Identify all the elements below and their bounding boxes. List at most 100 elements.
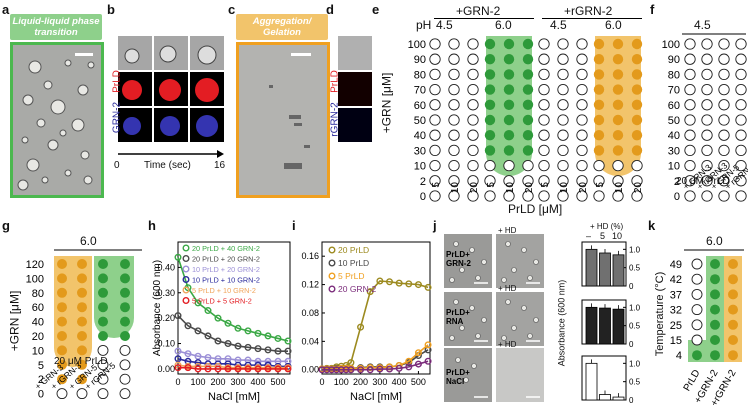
phase-dot-empty [467,190,479,202]
phase-dot-empty [718,114,730,126]
phase-dot-empty [557,68,569,81]
e-xtick: 10 [505,182,516,194]
phase-dot-filled [484,54,496,65]
phase-dot-filled [484,99,496,111]
ytick-label: 0 [629,282,634,291]
legend-label: 10 PrLD [338,258,369,268]
phase-dot-filled [728,319,738,330]
legend-marker [182,286,190,294]
data-point [204,353,212,361]
legend-marker [328,259,336,267]
phase-dot-empty [557,83,569,96]
j-hd-5: 5 [600,231,606,241]
xtick-label: 100 [190,377,205,387]
phase-dot-filled [98,316,108,327]
phase-dot-filled [57,273,67,284]
droplet [475,333,481,339]
phase-dot-empty [701,144,713,157]
phase-dot-empty [557,159,569,172]
phase-dot-empty [467,129,479,141]
phase-dot-empty [576,175,588,187]
panel-a: Liquid-liquid phase transition [10,14,104,198]
phase-dot-empty [429,68,441,81]
phase-dot-filled [728,350,738,361]
phase-dot-filled [522,145,534,156]
g-ytick: 80 [32,288,44,300]
data-point [318,366,326,374]
panel-f: 4.5 100 90 80 70 60 50 40 30 10 2 0 + GRN-3 + rGRN-3… [656,4,748,216]
fusion-timelapse [118,36,224,158]
phase-dot-empty [97,344,109,356]
phase-dot-empty [631,175,643,187]
phase-dot-filled [710,319,720,330]
ytick-label: 1.0 [629,245,641,254]
phase-dot-filled [120,273,130,284]
phase-dot-empty [467,114,479,126]
phase-dot-empty [684,68,696,81]
phase-dot-filled [98,302,108,313]
data-point [194,365,202,373]
aggregation-banner: Aggregation/ Gelation [236,14,328,40]
data-point [405,363,413,371]
legend-label: 10 PrLD + 10 GRN-2 [192,276,260,285]
phase-dot-empty [701,38,713,50]
phase-dot-empty [593,190,605,202]
data-point [184,350,192,358]
phase-dot-empty [612,190,624,202]
data-point [347,366,355,374]
e-xtick: 10 [450,182,461,194]
phase-dot-empty [429,159,441,172]
data-point [244,327,252,335]
phase-dot-empty [448,159,460,172]
phase-dot-filled [728,335,738,345]
phase-dot-filled [98,331,108,341]
panel-c: Aggregation/ Gelation [236,14,330,198]
i-chart: 0.00 0.04 0.08 0.12 0.16 0 100 200 300 400 500 NaCl… [301,241,432,403]
plot-frame [321,241,431,375]
phase-dot-filled [503,38,515,50]
phase-dot-filled [710,304,720,315]
data-point [264,357,272,365]
k-ytick: 32 [670,305,682,317]
data-point [174,364,182,372]
phase-dot-filled [631,38,643,50]
phase-dot-empty [97,359,109,371]
phase-dot-empty [448,190,460,202]
phase-dot-empty [467,144,479,157]
data-point [405,280,413,288]
ytick-label: 0.40 [157,262,175,272]
phase-dot-filled [503,145,515,156]
ytick-label: 0.04 [301,336,319,346]
droplet [449,277,455,283]
data-point [224,365,232,373]
phase-dot-empty [448,68,460,81]
phase-dot-empty [538,99,550,111]
phase-dot-empty [503,175,515,187]
phase-dot-empty [593,175,605,187]
e-xtick: 10 [614,182,625,194]
droplet [527,333,533,339]
phase-dot-empty [718,53,730,65]
panel-label-e: e [372,2,380,17]
phase-dot-empty [557,53,569,65]
droplet-micrograph [10,42,104,198]
phase-dot-empty [429,129,441,141]
phase-dot-empty [56,388,68,400]
phase-dot-empty [448,175,460,187]
ytick-label: 0.16 [301,251,319,261]
phase-dot-empty [691,334,703,346]
ytick-label: 1.0 [629,359,641,368]
phase-dot-filled [631,145,643,156]
ytick-label: 0.12 [301,280,319,290]
micrograph-hd [496,348,544,402]
phase-dot-empty [684,99,696,111]
phase-dot-empty [448,129,460,141]
phase-dot-filled [612,145,624,156]
phase-dot-empty [503,159,515,172]
phase-dot-empty [701,68,713,81]
droplet [501,335,507,341]
phase-dot-filled [710,335,720,345]
ytick-label: 0.5 [629,264,641,273]
phase-dot-filled [593,69,605,80]
